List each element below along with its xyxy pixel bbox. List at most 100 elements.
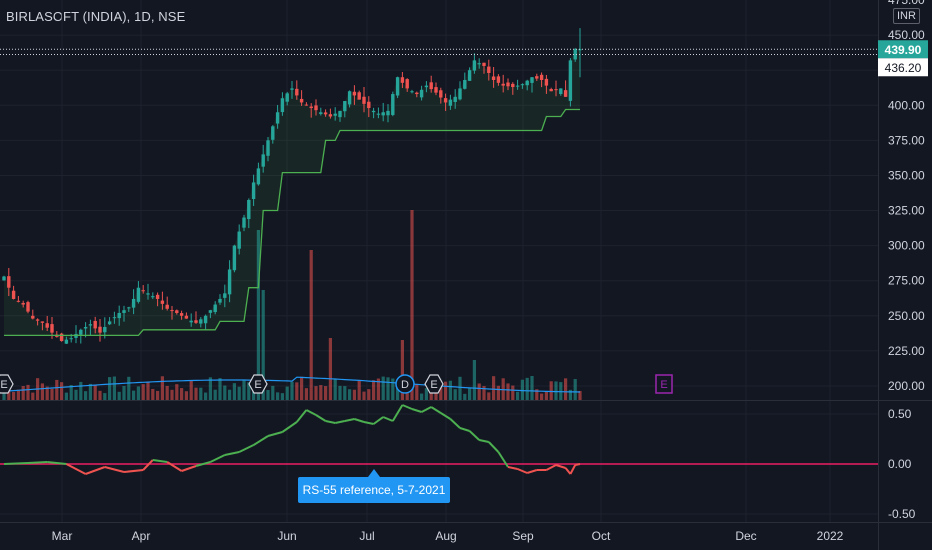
volume-bar: [439, 386, 443, 400]
volume-bar: [410, 210, 414, 400]
candle-body: [179, 313, 184, 316]
rs-line-segment: [281, 421, 298, 433]
volume-bar: [50, 388, 54, 400]
volume-bar: [348, 389, 352, 400]
reference-price-badge[interactable]: [878, 58, 928, 77]
candle-body: [213, 304, 217, 313]
rs-line-segment: [449, 418, 461, 429]
volume-bar: [69, 385, 73, 400]
volume-bar: [280, 393, 284, 400]
volume-bar: [247, 382, 251, 400]
candle-body: [539, 74, 544, 80]
candle-body: [280, 98, 285, 113]
volume-bar: [213, 389, 217, 400]
volume-bar: [79, 381, 83, 400]
candle-body: [50, 324, 54, 333]
dividend-marker[interactable]: [395, 374, 415, 394]
candle-body: [271, 126, 275, 140]
rs-line-segment: [166, 461, 183, 472]
volume-bar: [544, 391, 548, 400]
volume-bar: [194, 387, 198, 400]
rs-line-segment: [526, 469, 538, 474]
candle-body: [11, 290, 16, 299]
volume-bar: [386, 377, 390, 400]
volume-bar: [314, 386, 318, 400]
volume-bar: [564, 378, 568, 400]
rs-line-segment: [344, 418, 355, 422]
event-marker-label: E: [0, 379, 7, 391]
candle-body: [304, 104, 309, 106]
candle-body: [237, 231, 241, 249]
volume-bar: [506, 383, 510, 400]
candle-body: [573, 49, 577, 60]
candle-body: [127, 307, 131, 309]
candle-body: [429, 82, 433, 90]
price-tick-label: 400.00: [888, 98, 925, 112]
last-price-badge[interactable]: [878, 40, 928, 59]
rs-line-segment: [488, 441, 500, 453]
trailing-stop-line: [4, 108, 580, 337]
chart-title: BIRLASOFT (INDIA), 1D, NSE: [6, 9, 186, 24]
rs-line-segment: [142, 459, 154, 471]
volume-bar: [204, 392, 208, 400]
candle-body: [21, 302, 25, 305]
candle-body: [391, 94, 395, 115]
candle-body: [362, 96, 366, 104]
rs-line-segment: [402, 404, 413, 410]
volume-bar: [434, 390, 438, 400]
candle-body: [525, 80, 529, 86]
volume-bar: [458, 376, 462, 400]
volume-bar: [525, 377, 529, 400]
rs-line-segment: [497, 451, 509, 468]
candle-body: [7, 276, 11, 288]
candle-body: [319, 112, 323, 114]
volume-bar: [559, 382, 563, 400]
rs-line-segment: [305, 409, 317, 416]
candle-body: [232, 245, 237, 271]
volume-bar: [45, 386, 49, 400]
rs-line-segment: [373, 416, 384, 425]
candle-body: [2, 276, 6, 281]
rs-line-segment: [47, 461, 67, 465]
candle-body: [347, 91, 352, 105]
candle-body: [155, 294, 160, 299]
candle-body: [309, 106, 313, 109]
volume-bar: [535, 389, 539, 400]
price-tick-label: 300.00: [888, 239, 925, 253]
event-marker-label: E: [430, 379, 437, 391]
volume-bar: [64, 392, 68, 400]
volume-bar: [391, 378, 395, 400]
price-tick-label: 200.00: [888, 379, 925, 393]
rs-line-segment: [195, 461, 211, 467]
earnings-marker[interactable]: [424, 374, 444, 394]
volume-bar: [381, 376, 385, 400]
volume-bar: [333, 378, 337, 400]
candle-body: [194, 320, 198, 323]
candle-body: [256, 168, 261, 185]
price-tick-label: 325.00: [888, 204, 925, 218]
rs-line-segment: [478, 439, 490, 443]
earnings-marker[interactable]: [0, 374, 14, 394]
candle-body: [247, 200, 251, 220]
event-marker-label: E: [254, 379, 261, 391]
volume-bar: [141, 384, 145, 400]
candle-body: [554, 89, 558, 91]
volume-bar: [338, 385, 342, 400]
currency-label[interactable]: INR: [893, 8, 920, 24]
osc-tick-label: 0.50: [888, 407, 912, 421]
candle-body: [472, 60, 477, 71]
rs-line-segment: [574, 463, 581, 466]
earnings-marker-future[interactable]: [655, 374, 673, 394]
volume-bar: [256, 230, 260, 400]
price-tick-label: 250.00: [888, 309, 925, 323]
volume-bar: [98, 390, 102, 400]
volume-bar: [122, 386, 126, 400]
candle-body: [299, 98, 304, 103]
earnings-marker[interactable]: [248, 374, 268, 394]
candle-body: [26, 302, 30, 312]
annotation-label[interactable]: [298, 477, 450, 503]
rs-line-segment: [325, 420, 336, 424]
volume-bar: [16, 389, 20, 400]
candle-body: [69, 338, 73, 340]
